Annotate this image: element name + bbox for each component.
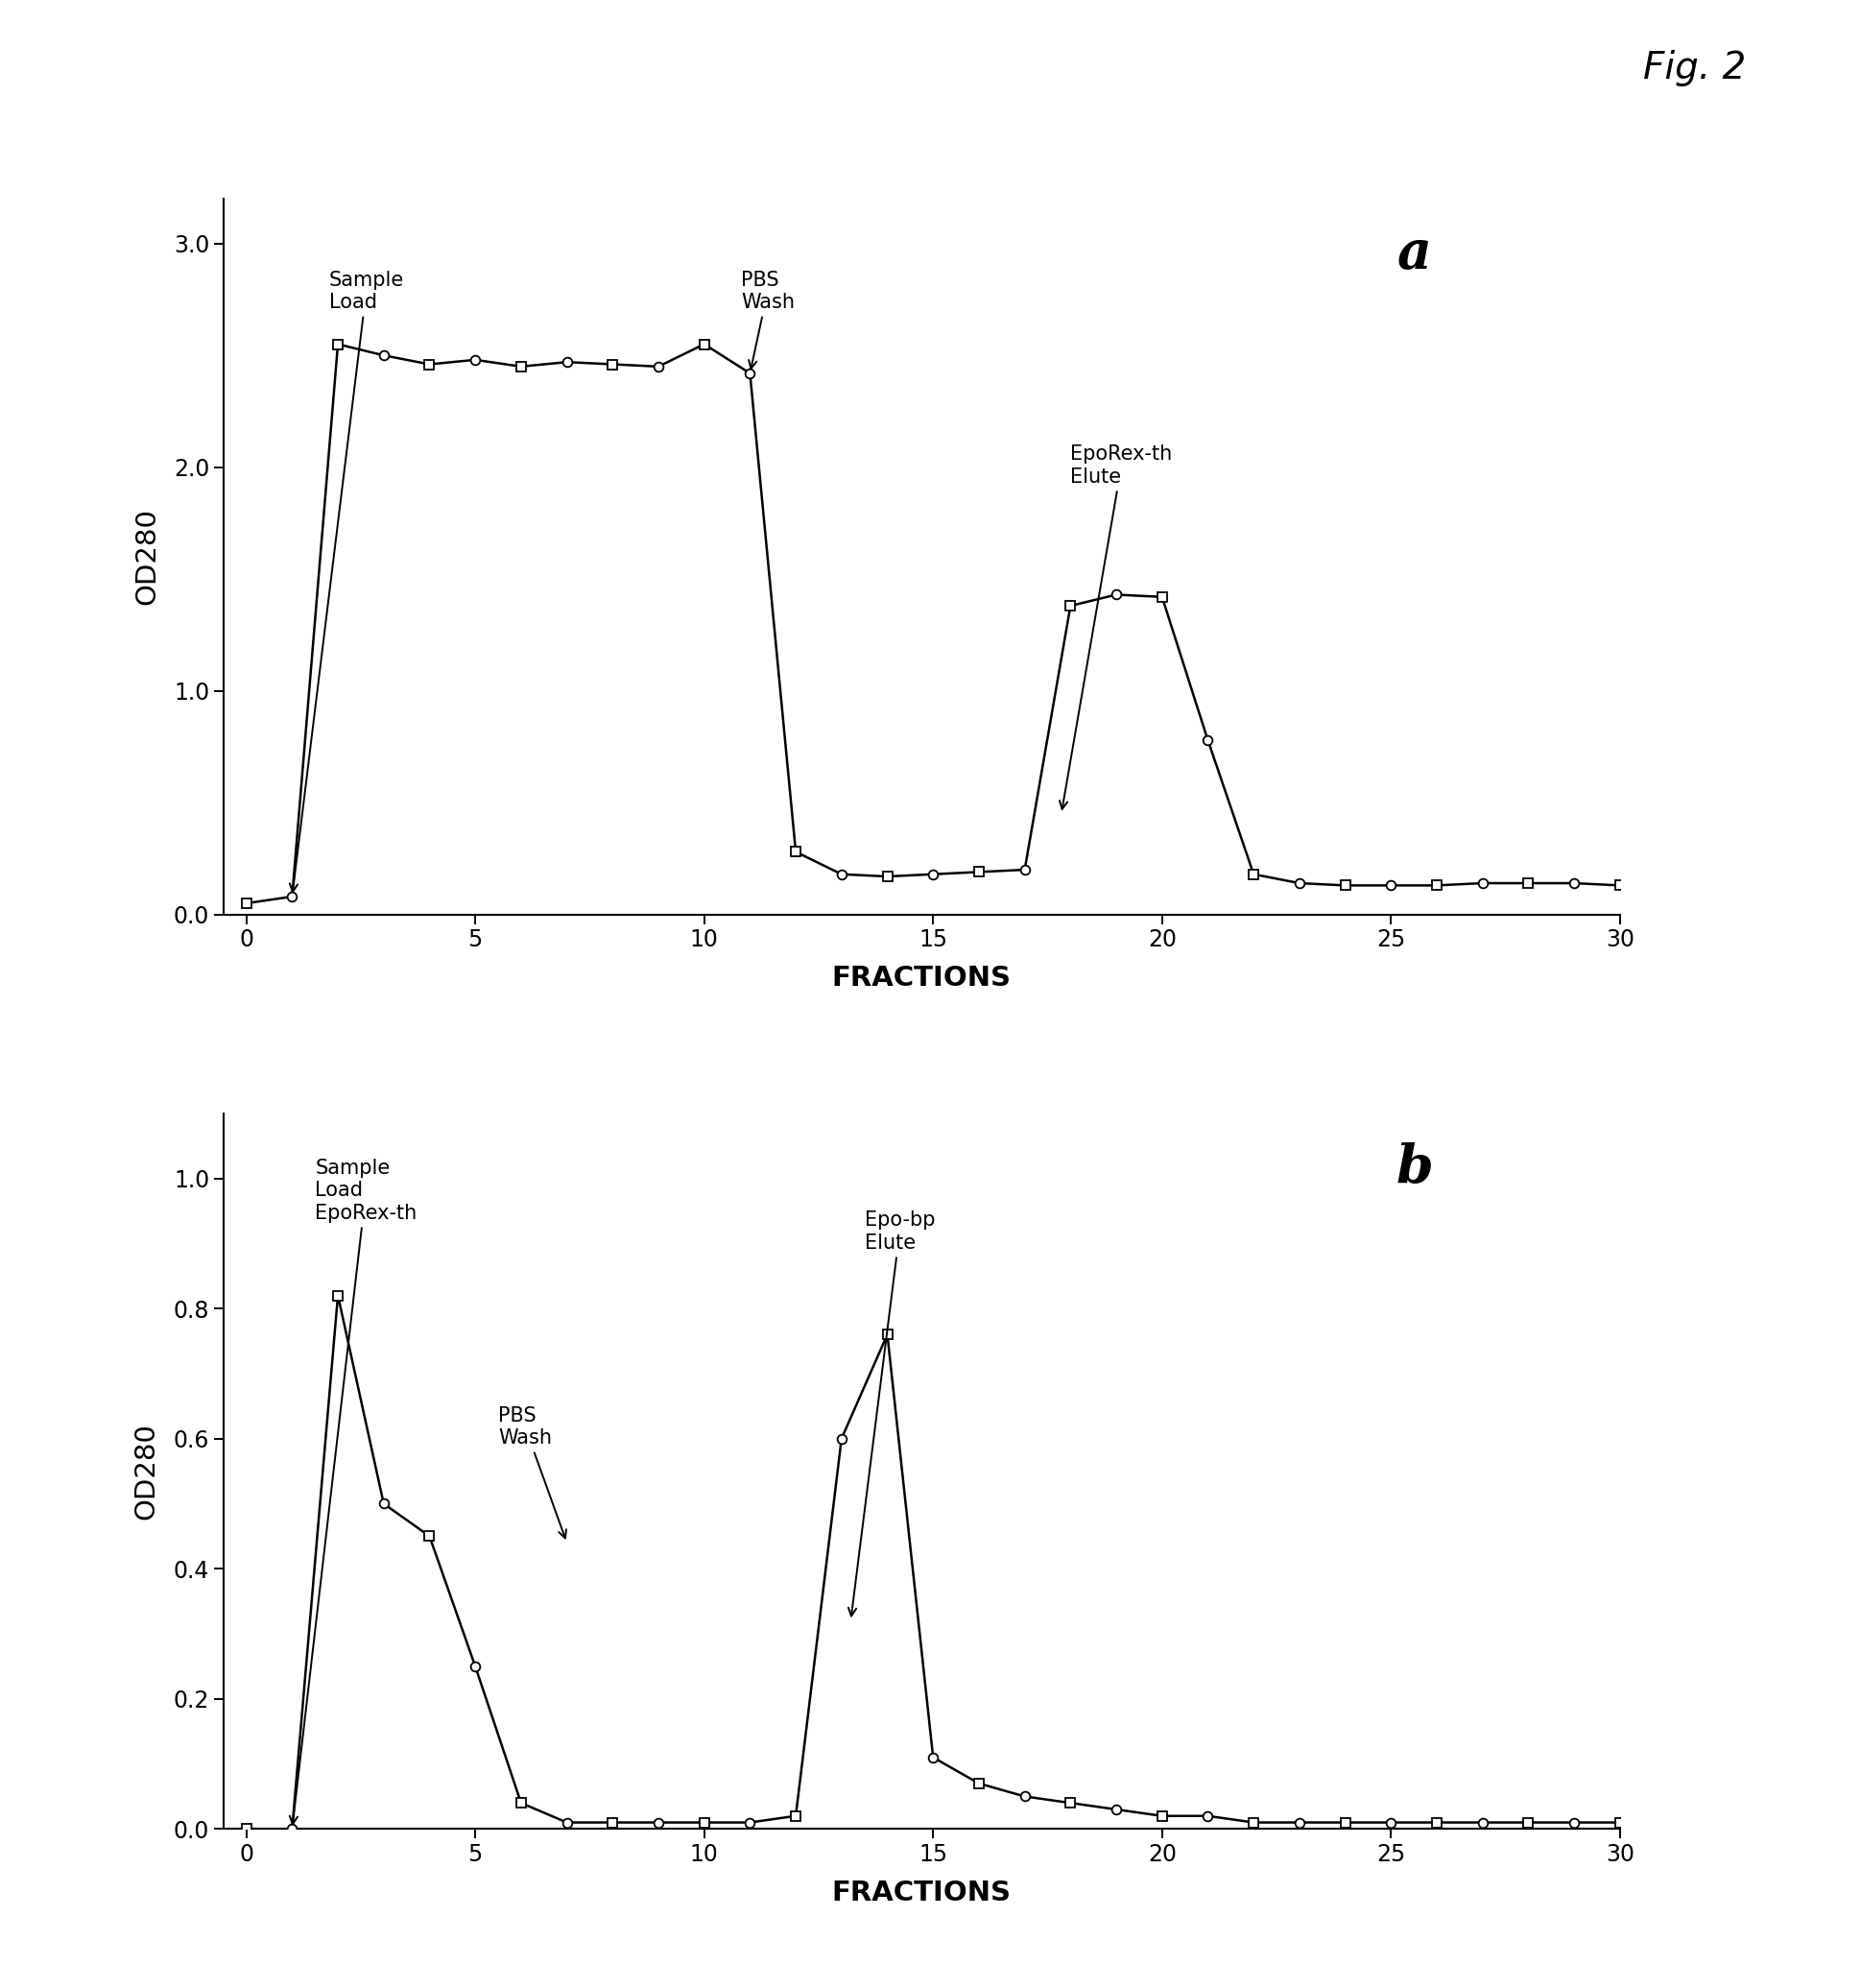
Text: a: a: [1396, 227, 1431, 280]
Text: Sample
Load
EpoRex-th: Sample Load EpoRex-th: [290, 1159, 417, 1825]
Text: Epo-bp
Elute: Epo-bp Elute: [849, 1211, 934, 1616]
Text: b: b: [1396, 1141, 1433, 1195]
X-axis label: FRACTIONS: FRACTIONS: [832, 964, 1011, 992]
Text: PBS
Wash: PBS Wash: [499, 1406, 566, 1539]
Y-axis label: OD280: OD280: [134, 509, 160, 604]
Y-axis label: OD280: OD280: [134, 1423, 160, 1519]
Text: EpoRex-th
Elute: EpoRex-th Elute: [1059, 445, 1172, 809]
Text: PBS
Wash: PBS Wash: [741, 270, 795, 368]
X-axis label: FRACTIONS: FRACTIONS: [832, 1879, 1011, 1906]
Text: Sample
Load: Sample Load: [290, 270, 404, 893]
Text: Fig. 2: Fig. 2: [1641, 50, 1746, 85]
